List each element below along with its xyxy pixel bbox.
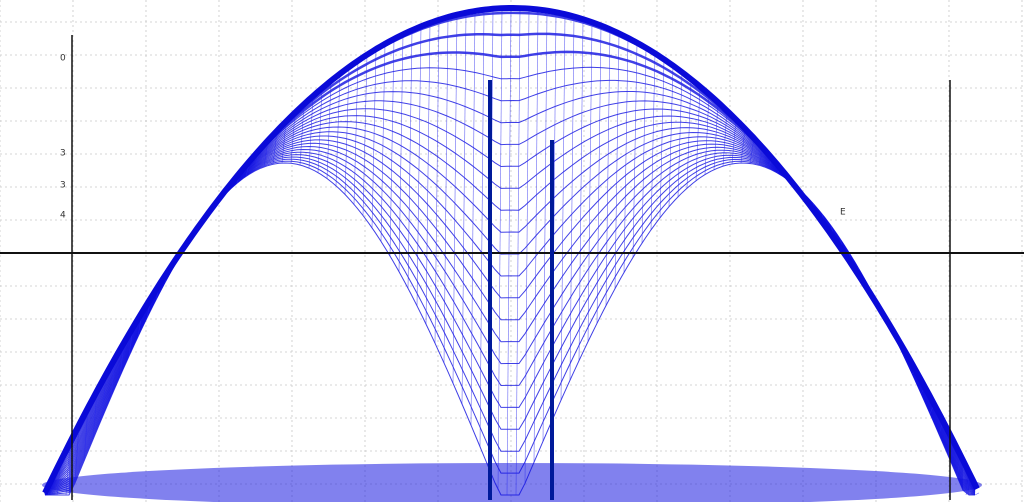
mesh-strand <box>407 30 413 289</box>
label: 0 <box>60 54 66 64</box>
mesh-strand <box>596 25 602 324</box>
mesh-strand <box>443 17 449 363</box>
label: 4 <box>60 211 66 221</box>
mesh-strand <box>668 65 674 207</box>
mesh-strand <box>434 19 440 344</box>
mesh-strand <box>380 43 386 242</box>
mesh-strand <box>425 22 431 325</box>
mesh-strand <box>65 442 71 496</box>
mesh-strand <box>542 10 548 442</box>
mesh-strand <box>479 9 485 447</box>
label: 3 <box>60 181 66 191</box>
mesh-strand <box>974 492 980 496</box>
base-band <box>42 463 982 502</box>
mesh-strand <box>704 94 710 175</box>
mesh-strand <box>650 53 656 230</box>
mesh-strand <box>749 138 755 164</box>
mesh-strand <box>497 8 503 491</box>
mesh-strand <box>308 96 314 169</box>
mesh-strand <box>623 37 629 273</box>
outer-rim <box>42 5 980 495</box>
mesh-strand <box>74 424 80 483</box>
mesh-strand <box>272 130 278 165</box>
mesh-strand <box>326 80 332 179</box>
mesh-strand <box>515 8 521 496</box>
mesh-strand <box>290 112 296 164</box>
mesh-strand <box>578 19 584 361</box>
mesh-strand <box>614 33 620 289</box>
mesh-strand <box>587 22 593 342</box>
mesh-strand <box>659 59 665 218</box>
mesh-strand <box>398 34 404 272</box>
mesh-strand <box>353 60 359 205</box>
mesh-strand <box>506 7 512 496</box>
mesh-strand <box>605 29 611 306</box>
label: E <box>840 208 846 218</box>
mesh-strand <box>677 72 683 197</box>
mesh-strand <box>713 102 719 170</box>
mesh-strand <box>362 54 368 216</box>
mesh-strand <box>461 12 467 405</box>
mesh-strand <box>92 390 98 440</box>
mesh-strand <box>389 38 395 256</box>
axes <box>0 35 1024 500</box>
mesh-strand <box>524 8 530 484</box>
mesh-strand <box>83 407 89 462</box>
mesh-strand <box>317 88 323 173</box>
mesh-strand <box>335 73 341 186</box>
mesh-strand <box>371 49 377 228</box>
mesh-strand <box>686 79 692 189</box>
mesh-strand <box>722 110 728 167</box>
mesh-strand <box>731 119 737 164</box>
mesh <box>42 5 982 502</box>
mesh-strand <box>416 26 422 306</box>
mesh-strand <box>740 128 746 164</box>
mesh-strand <box>281 121 287 164</box>
mesh-strand <box>695 86 701 181</box>
mesh-strand <box>470 11 476 426</box>
mesh-strand <box>452 14 458 384</box>
mesh-strand <box>560 14 566 401</box>
label: 3 <box>60 149 66 159</box>
mesh-strand <box>299 104 305 166</box>
mesh-strand <box>569 16 575 381</box>
mesh-strand <box>641 47 647 244</box>
mesh-strand <box>632 42 638 258</box>
mesh-strand <box>344 67 350 195</box>
mesh-strand <box>533 9 539 463</box>
